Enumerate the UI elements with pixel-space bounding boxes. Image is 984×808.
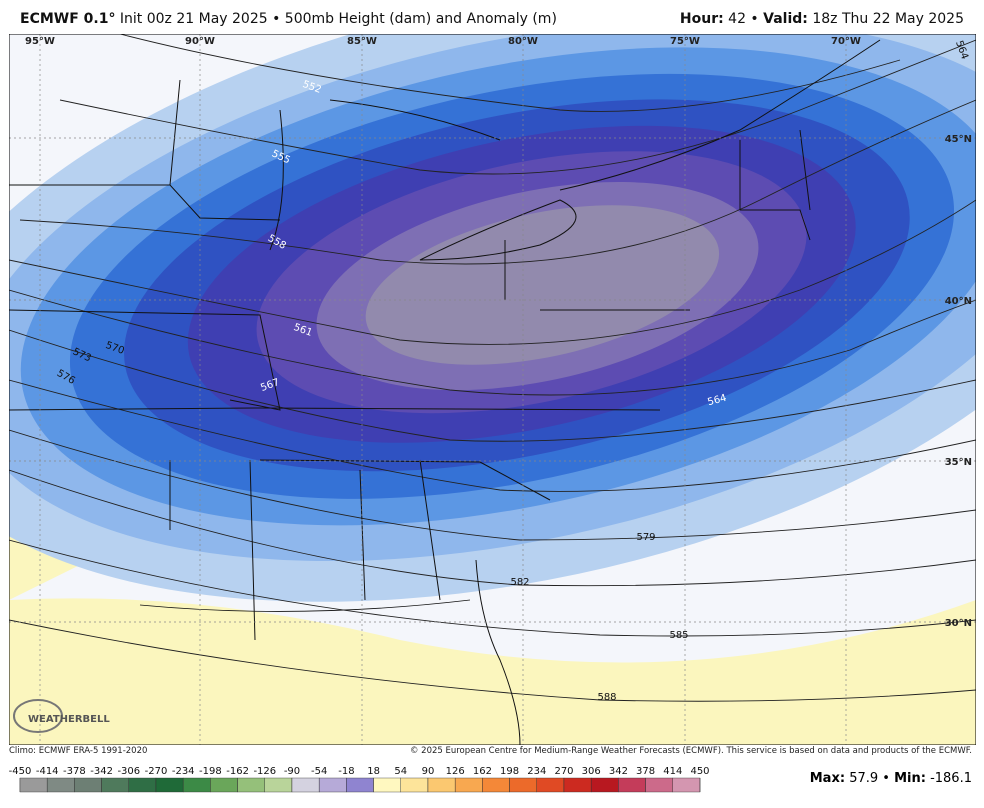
colorbar-cell: [482, 777, 510, 793]
colorbar-cell: [400, 777, 429, 793]
colorbar-cell: [618, 777, 646, 793]
colorbar-cell: [373, 777, 402, 793]
colorbar-tick-label: 342: [609, 766, 628, 777]
colorbar-cell: [672, 777, 701, 793]
colorbar-cell: [47, 777, 75, 793]
colorbar-tick-label: 270: [554, 766, 573, 777]
colorbar-cell: [210, 777, 238, 793]
colorbar-cell: [536, 777, 565, 793]
colorbar-cell: [237, 777, 266, 793]
colorbar-tick-label: 378: [636, 766, 655, 777]
hour-label: Hour:: [679, 11, 724, 27]
colorbar-cell: [291, 777, 320, 793]
colorbar-tick-label: 198: [500, 766, 519, 777]
colorbar-tick-label: 414: [663, 766, 682, 777]
height-contours: [9, 34, 976, 702]
logo-text: WEATHERBELL: [28, 714, 110, 725]
logo: WEATHERBELL: [13, 699, 110, 733]
colorbar-tick-label: -198: [199, 766, 222, 777]
max-min: Max: 57.9 • Min: -186.1: [810, 771, 972, 786]
colorbar-cell: [264, 777, 293, 793]
header-info: Init 00z 21 May 2025 • 500mb Height (dam…: [119, 11, 557, 27]
colorbar-cell: [455, 777, 483, 793]
colorbar-cell: [645, 777, 673, 793]
borders: [9, 39, 881, 745]
colorbar-tick-label: 126: [446, 766, 465, 777]
colorbar-tick-label: -450: [9, 766, 32, 777]
latitude-label: 30°N: [945, 618, 972, 629]
colorbar-tick-label: -342: [90, 766, 113, 777]
anomaly-shading: [9, 34, 976, 602]
contour-label: 582: [510, 577, 529, 588]
colorbar-tick-label: 54: [394, 766, 407, 777]
latitude-label: 45°N: [945, 134, 972, 145]
hour: 42 •: [728, 11, 759, 27]
map-field: 95°W 90°W 85°W 80°W 75°W 70°W 45°N 40°N 35°N 30°N…: [9, 34, 976, 745]
colorbar-tick-label: -378: [63, 766, 86, 777]
longitude-label: 90°W: [185, 36, 215, 47]
colorbar-cell: [346, 777, 374, 793]
model: ECMWF 0.1°: [20, 11, 116, 27]
colorbar-cell: [128, 777, 157, 793]
longitude-label: 75°W: [670, 36, 700, 47]
colorbar-tick-label: 90: [422, 766, 435, 777]
graticule: [9, 34, 976, 745]
contour-label: 588: [597, 692, 616, 703]
colorbar-tick-label: 162: [473, 766, 492, 777]
valid: 18z Thu 22 May 2025: [812, 11, 964, 27]
contour-label: 564: [706, 393, 727, 409]
contour-label: 585: [669, 630, 688, 641]
colorbar-tick-label: -234: [172, 766, 195, 777]
map: 95°W 90°W 85°W 80°W 75°W 70°W 45°N 40°N 35°N 30°N…: [9, 34, 976, 745]
colorbar-cell: [101, 777, 129, 793]
longitude-label: 70°W: [831, 36, 861, 47]
colorbar-tick-label: 306: [582, 766, 601, 777]
positive-anomaly: [9, 598, 976, 745]
longitude-label: 85°W: [347, 36, 377, 47]
colorbar-cell: [319, 777, 347, 793]
colorbar-tick-label: -306: [117, 766, 140, 777]
colorbar: -450 -414 -378 -342 -306 -270 -234 -198 -162 -126…: [9, 766, 710, 793]
climo: Climo: ECMWF ERA-5 1991-2020: [9, 746, 148, 756]
max: 57.9 •: [849, 771, 890, 786]
min: -186.1: [930, 771, 972, 786]
header-right: Hour: 42 • Valid: 18z Thu 22 May 2025: [680, 11, 964, 27]
latitude-label: 35°N: [945, 457, 972, 468]
min-label: Min:: [894, 771, 926, 786]
colorbar-tick-label: -54: [311, 766, 327, 777]
colorbar-cell: [509, 777, 538, 793]
colorbar-cell: [19, 777, 48, 793]
colorbar-cell: [591, 777, 619, 793]
latitude-label: 40°N: [945, 296, 972, 307]
colorbar-tick-label: -18: [338, 766, 354, 777]
header-left: ECMWF 0.1° Init 00z 21 May 2025 • 500mb …: [20, 11, 557, 27]
colorbar-cell: [74, 777, 102, 793]
longitude-label: 95°W: [25, 36, 55, 47]
colorbar-cell: [427, 777, 456, 793]
copyright: © 2025 European Centre for Medium-Range …: [409, 746, 972, 756]
longitude-label: 80°W: [508, 36, 538, 47]
colorbar-tick-label: 18: [367, 766, 380, 777]
colorbar-tick-label: -90: [284, 766, 300, 777]
colorbar-tick-label: -414: [36, 766, 59, 777]
colorbar-cell: [155, 777, 184, 793]
valid-label: Valid:: [763, 11, 808, 27]
colorbar-tick-label: -270: [145, 766, 168, 777]
colorbar-tick-label: 234: [527, 766, 546, 777]
contour-label: 579: [636, 532, 655, 543]
colorbar-tick-label: 450: [690, 766, 709, 777]
colorbar-cell: [563, 777, 592, 793]
colorbar-tick-label: -126: [253, 766, 276, 777]
max-label: Max:: [809, 771, 846, 786]
colorbar-tick-label: -162: [226, 766, 249, 777]
colorbar-cell: [182, 777, 211, 793]
